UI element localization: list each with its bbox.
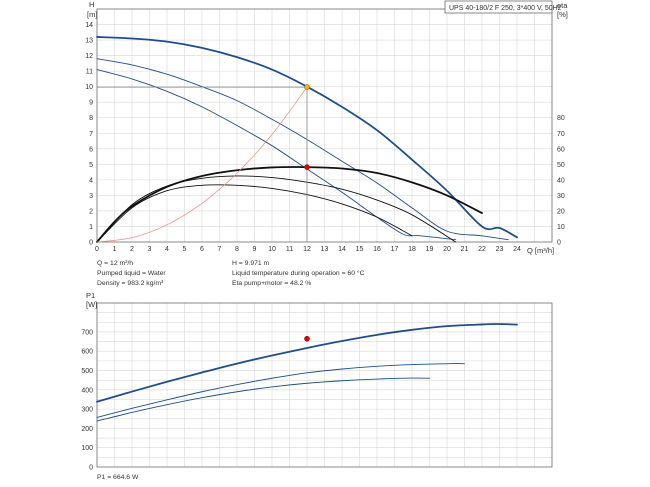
- p1-tick-label: 100: [81, 445, 93, 452]
- x-tick-label: 14: [338, 246, 346, 253]
- x-tick-label: 1: [113, 246, 117, 253]
- y2-tick-label: 50: [557, 162, 565, 169]
- y2-tick-label: 0: [557, 240, 561, 247]
- y-tick-label: 12: [85, 53, 93, 60]
- x-tick-label: 19: [426, 246, 434, 253]
- y-tick-label: 10: [85, 84, 93, 91]
- y2-axis-label-eta-unit: [%]: [557, 10, 568, 19]
- x-tick-label: 23: [496, 246, 504, 253]
- y-tick-label: 3: [89, 193, 93, 200]
- p-ticks: 0 100 200 300 400 500 600 700: [81, 329, 93, 471]
- y-axis-label-p1: P1: [86, 291, 95, 300]
- p1-tick-label: 400: [81, 387, 93, 394]
- y-tick-label: 13: [85, 38, 93, 45]
- y-tick-label: 5: [89, 162, 93, 169]
- p1-speed-1-curve: [96, 377, 430, 422]
- hq-grid: [97, 9, 552, 242]
- info-temp: Liquid temperature during operation = 60…: [232, 269, 365, 277]
- y-tick-label: 1: [89, 224, 93, 231]
- y-tick-label: 8: [89, 115, 93, 122]
- hq-series: [96, 36, 518, 243]
- info-h: H = 9.971 m: [232, 260, 270, 267]
- info-p1: P1 = 664.6 W: [97, 474, 139, 481]
- x-tick-label: 20: [443, 246, 451, 253]
- info-q: Q = 12 m³/h: [97, 260, 133, 267]
- x-tick-label: 4: [165, 246, 169, 253]
- hq-plot-frame: [96, 8, 553, 243]
- h-speed-3-curve: [96, 36, 518, 239]
- x-tick-label: 21: [461, 246, 469, 253]
- y-tick-label: 11: [86, 69, 93, 76]
- y-tick-label: 4: [89, 177, 93, 184]
- x-tick-label: 15: [356, 246, 364, 253]
- y-axis-label-h-unit: [m]: [87, 10, 97, 19]
- y2-tick-label: 40: [557, 177, 565, 184]
- p1-tick-label: 200: [81, 426, 93, 433]
- chart-title: UPS 40-180/2 F 250, 3*400 V, 50Hz: [449, 5, 562, 12]
- y2-tick-label: 80: [557, 115, 565, 122]
- system-curve-curve: [96, 86, 308, 243]
- p-grid: [97, 303, 552, 467]
- x-tick-label: 16: [373, 246, 381, 253]
- y2-tick-label: 20: [557, 208, 565, 215]
- x-tick-label: 5: [183, 246, 187, 253]
- title-box: [444, 0, 553, 14]
- eta-speed-3-curve: [96, 166, 483, 243]
- info-density: Density = 983.2 kg/m³: [97, 280, 164, 287]
- y-tick-label: 6: [89, 146, 93, 153]
- y2-tick-label: 10: [557, 224, 565, 231]
- x-tick-label: 11: [286, 246, 293, 253]
- p-marks: [304, 335, 310, 342]
- y-tick-label: 14: [85, 22, 93, 29]
- hq-marks: [97, 84, 310, 242]
- eta-speed-1-curve: [96, 184, 413, 243]
- duty-point-head-marker: [304, 84, 310, 90]
- x-tick-label: 24: [513, 246, 521, 253]
- x-tick-label: 6: [200, 246, 204, 253]
- y-tick-label: 7: [89, 131, 93, 138]
- y2-tick-label: 30: [557, 193, 565, 200]
- y2-axis-label-eta: eta: [557, 1, 568, 10]
- hq-ticks: 0 1 2 3 4 5 6 7 8 9 10 11 12 13 14 15 16 17 18 19 20 21 22 23 24…: [85, 22, 565, 253]
- h-speed-1-curve: [96, 69, 457, 241]
- y-axis-label-p1-unit: [W]: [86, 300, 97, 309]
- p1-tick-label: 300: [81, 407, 93, 414]
- x-tick-label: 12: [303, 246, 311, 253]
- x-tick-label: 0: [95, 246, 99, 253]
- x-tick-label: 8: [235, 246, 239, 253]
- x-tick-label: 9: [253, 246, 257, 253]
- x-tick-label: 2: [130, 246, 134, 253]
- x-tick-label: 18: [408, 246, 416, 253]
- p1-speed-3-curve: [96, 323, 518, 403]
- p1-tick-label: 600: [81, 349, 93, 356]
- x-tick-label: 17: [391, 246, 399, 253]
- info-liquid: Pumped liquid = Water: [97, 270, 166, 277]
- p-series: [96, 323, 518, 422]
- p1-speed-2-curve: [96, 363, 465, 418]
- p1-tick-label: 500: [81, 368, 93, 375]
- x-tick-label: 3: [148, 246, 152, 253]
- y-tick-label: 2: [89, 208, 93, 215]
- y-tick-label: 9: [89, 100, 93, 107]
- x-tick-label: 7: [218, 246, 222, 253]
- duty-point-eta-marker: [304, 164, 310, 170]
- h-speed-2-curve: [96, 58, 509, 241]
- y2-tick-label: 60: [557, 146, 565, 153]
- p1-tick-label: 0: [89, 465, 93, 472]
- x-axis-label: Q [m³/h]: [527, 246, 554, 255]
- y-axis-label-h: H: [89, 0, 94, 9]
- x-tick-label: 13: [321, 246, 329, 253]
- p1-tick-label: 700: [81, 329, 93, 336]
- y-tick-label: 0: [89, 240, 93, 247]
- y2-tick-label: 70: [557, 131, 565, 138]
- eta-speed-2-curve: [96, 175, 457, 243]
- p1-plot-frame: [96, 302, 553, 468]
- x-tick-label: 10: [268, 246, 276, 253]
- info-eta: Eta pump+motor = 48.2 %: [232, 280, 311, 287]
- duty-point-power-marker: [304, 335, 310, 342]
- x-tick-label: 22: [478, 246, 486, 253]
